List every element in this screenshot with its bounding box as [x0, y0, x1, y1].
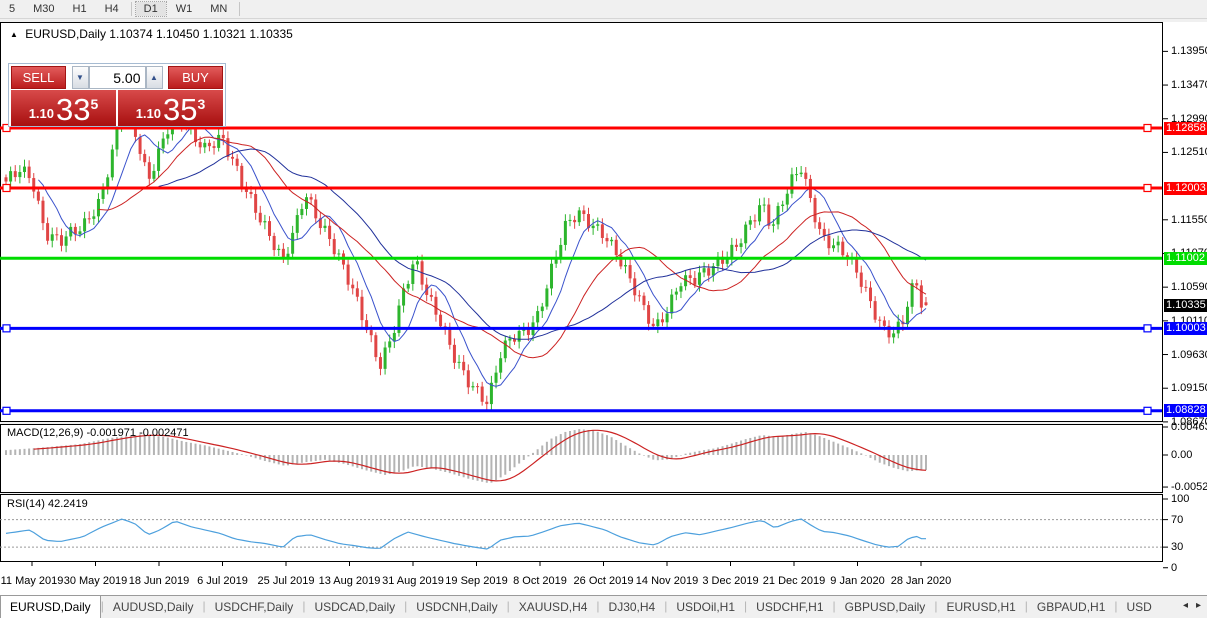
date-label: 9 Jan 2020 [830, 575, 885, 587]
tab-usdoil-h1[interactable]: USDOil,H1 [676, 600, 736, 614]
tab-eurusd-h1[interactable]: EURUSD,H1 [946, 600, 1016, 614]
tab-dj30-h4[interactable]: DJ30,H4 [608, 600, 656, 614]
level-price-tag: 1.11002 [1164, 251, 1207, 265]
macd-tick-label: 0.00 [1171, 449, 1193, 461]
tab-separator: | [302, 599, 306, 613]
rsi-indicator-label: RSI(14) 42.2419 [7, 498, 88, 510]
sell-price-pip: 5 [90, 96, 99, 112]
tab-gbpaud-h1[interactable]: GBPAUD,H1 [1036, 600, 1106, 614]
date-label: 30 May 2019 [63, 575, 128, 587]
tab-usdchf-h1[interactable]: USDCHF,H1 [756, 600, 824, 614]
date-label: 14 Nov 2019 [635, 575, 699, 587]
date-label: 11 May 2019 [0, 575, 64, 587]
sell-price-big: 33 [56, 92, 91, 127]
date-label: 3 Dec 2019 [702, 575, 759, 587]
buy-price-button[interactable]: 1.10 35 3 [118, 90, 224, 127]
volume-input[interactable] [88, 66, 146, 89]
date-axis [0, 562, 1207, 595]
price-tick-label: 1.09630 [1171, 348, 1207, 361]
chart-tab-bar: EURUSD,Daily | AUDUSD,Daily | USDCHF,Daily | U… [0, 595, 1207, 618]
chart-ohlc-values: 1.10374 1.10450 1.10321 1.10335 [109, 27, 293, 41]
toolbar-separator [130, 2, 132, 16]
tab-separator: | [934, 599, 938, 613]
chart-title: ▲ EURUSD,Daily 1.10374 1.10450 1.10321 1… [10, 27, 293, 41]
macd-tick-label: -0.005299 [1171, 481, 1207, 494]
tab-separator: | [1024, 599, 1028, 613]
sell-price-button[interactable]: 1.10 33 5 [11, 90, 117, 127]
timeframe-button-m30[interactable]: M30 [33, 3, 55, 15]
date-label: 26 Oct 2019 [573, 575, 634, 587]
date-label: 19 Sep 2019 [445, 575, 508, 587]
buy-price-pip: 3 [197, 96, 206, 112]
current-price-tag: 1.10335 [1164, 298, 1207, 312]
timeframe-button-mn[interactable]: MN [210, 3, 228, 15]
tab-audusd-daily[interactable]: AUDUSD,Daily [112, 600, 194, 614]
tabs-scroll-left-icon[interactable]: ◂ [1182, 600, 1188, 611]
timeframe-button-h1[interactable]: H1 [72, 3, 87, 15]
macd-tick-label: 0.00463 [1171, 420, 1207, 433]
tab-separator: | [202, 599, 206, 613]
tab-separator: | [596, 599, 600, 613]
rsi-tick-label: 100 [1171, 493, 1190, 505]
price-tick-label: 1.10590 [1171, 281, 1207, 294]
buy-price-big: 35 [163, 92, 198, 127]
collapse-one-click-icon[interactable]: ▲ [10, 30, 18, 39]
rsi-tick-label: 30 [1171, 541, 1184, 554]
volume-increase-button[interactable]: ▲ [145, 66, 163, 89]
buy-button[interactable]: BUY [168, 66, 223, 89]
toolbar-separator [239, 2, 241, 16]
tab-gbpusd-daily[interactable]: GBPUSD,Daily [844, 600, 926, 614]
tab-separator: | [404, 599, 408, 613]
date-label: 28 Jan 2020 [890, 575, 952, 587]
timeframe-toolbar: 5 M30 H1 H4 D1 W1 MN [0, 0, 1207, 19]
date-label: 31 Aug 2019 [382, 575, 444, 587]
price-tick-label: 1.11550 [1171, 213, 1207, 226]
rsi-tick-label: 70 [1171, 513, 1184, 526]
tab-usdcad-daily[interactable]: USDCAD,Daily [314, 600, 396, 614]
date-label: 18 Jun 2019 [128, 575, 190, 587]
macd-panel [0, 424, 1163, 493]
date-label: 21 Dec 2019 [762, 575, 826, 587]
macd-indicator-label: MACD(12,26,9) -0.001971 -0.002471 [7, 427, 189, 439]
tab-separator: | [744, 599, 748, 613]
price-axis [1163, 22, 1207, 562]
timeframe-button-5[interactable]: 5 [9, 3, 16, 15]
level-price-tag: 1.10003 [1164, 321, 1207, 335]
tab-separator: | [1114, 599, 1118, 613]
timeframe-button-d1[interactable]: D1 [134, 1, 167, 17]
tab-separator: | [506, 599, 510, 613]
timeframe-button-h4[interactable]: H4 [104, 3, 119, 15]
tab-separator: | [832, 599, 836, 613]
sell-button[interactable]: SELL [11, 66, 66, 89]
tab-usd[interactable]: USD [1126, 600, 1152, 614]
chart-canvas[interactable] [0, 0, 1207, 595]
tab-separator: | [100, 599, 104, 613]
date-label: 6 Jul 2019 [197, 575, 248, 587]
tab-xauusd-h4[interactable]: XAUUSD,H4 [518, 600, 588, 614]
level-price-tag: 1.12858 [1164, 121, 1207, 135]
price-tick-label: 1.09150 [1171, 382, 1207, 395]
level-price-tag: 1.12003 [1164, 181, 1207, 195]
tab-separator: | [664, 599, 668, 613]
level-price-tag: 1.08828 [1164, 404, 1207, 418]
tab-usdchf-daily[interactable]: USDCHF,Daily [214, 600, 294, 614]
chart-symbol: EURUSD,Daily [25, 27, 106, 41]
timeframe-button-w1[interactable]: W1 [175, 3, 193, 15]
date-label: 25 Jul 2019 [257, 575, 315, 587]
sell-price-prefix: 1.10 [28, 106, 55, 121]
rsi-tick-label: 0 [1171, 561, 1178, 574]
date-label: 8 Oct 2019 [513, 575, 567, 587]
volume-decrease-button[interactable]: ▼ [71, 66, 89, 89]
date-label: 13 Aug 2019 [318, 575, 381, 587]
tab-usdcnh-daily[interactable]: USDCNH,Daily [416, 600, 498, 614]
one-click-trading-widget: SELL ▼ ▲ BUY 1.10 33 5 1.10 35 3 [8, 63, 226, 127]
price-tick-label: 1.13470 [1171, 79, 1207, 92]
price-tick-label: 1.12510 [1171, 146, 1207, 159]
tabs-scroll-right-icon[interactable]: ▸ [1195, 600, 1201, 611]
tab-eurusd-daily[interactable]: EURUSD,Daily [0, 596, 101, 618]
price-tick-label: 1.08670 [1171, 415, 1207, 428]
buy-price-prefix: 1.10 [135, 106, 162, 121]
price-tick-label: 1.13950 [1171, 45, 1207, 58]
